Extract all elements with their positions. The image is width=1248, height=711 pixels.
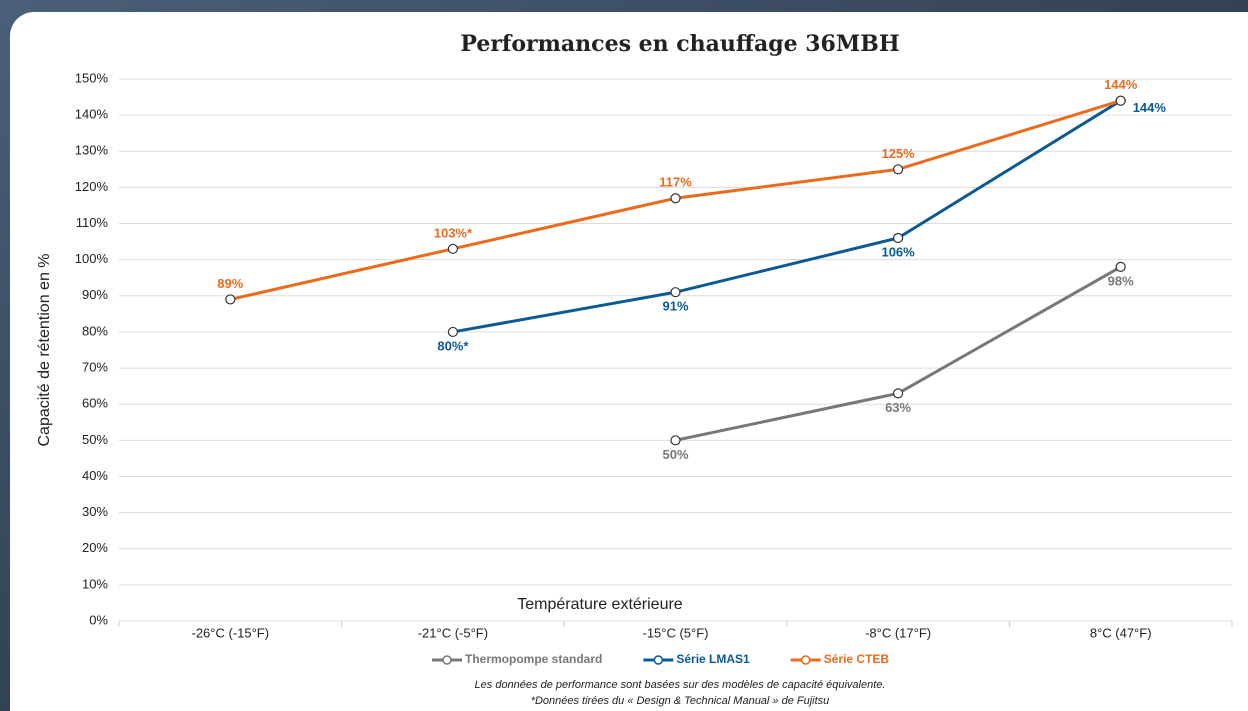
- value-label: 80%*: [437, 338, 469, 353]
- y-tick-label: 150%: [75, 70, 109, 85]
- chart-title: Performances en chauffage 36MBH: [460, 31, 899, 57]
- data-point: [671, 288, 680, 297]
- x-tick-label: -26°C (-15°F): [192, 625, 270, 640]
- y-tick-label: 130%: [75, 143, 109, 158]
- x-tick-label: 8°C (47°F): [1090, 625, 1152, 640]
- value-label: 63%: [885, 400, 911, 415]
- data-point: [226, 295, 235, 304]
- y-tick-label: 20%: [82, 540, 108, 555]
- y-tick-label: 50%: [82, 432, 108, 447]
- data-point: [1116, 262, 1125, 271]
- value-label: 144%: [1104, 77, 1138, 92]
- y-tick-label: 40%: [82, 468, 108, 483]
- x-tick-label: -15°C (5°F): [642, 625, 708, 640]
- data-point: [671, 194, 680, 203]
- value-label: 89%: [217, 276, 243, 291]
- chart: Performances en chauffage 36MBH Températ…: [0, 0, 1248, 711]
- y-tick-label: 120%: [75, 179, 109, 194]
- y-axis-title: Capacité de rétention en %: [36, 253, 53, 446]
- y-tick-label: 100%: [75, 251, 109, 266]
- legend-label: Série LMAS1: [676, 652, 750, 666]
- value-label: 98%: [1108, 273, 1134, 288]
- value-label: 117%: [659, 175, 692, 190]
- x-axis-title: Température extérieure: [517, 596, 683, 613]
- y-tick-label: 90%: [82, 287, 108, 302]
- legend-marker: [802, 656, 810, 664]
- footnote: Les données de performance sont basées s…: [475, 679, 886, 691]
- page: Performances en chauffage 36MBH Températ…: [0, 0, 1248, 711]
- legend-marker: [654, 656, 662, 664]
- y-tick-label: 10%: [82, 576, 108, 591]
- value-label: 125%: [881, 146, 915, 161]
- data-point: [894, 233, 903, 242]
- y-tick-label: 60%: [82, 396, 108, 411]
- legend-label: Série CTEB: [824, 652, 890, 666]
- data-point: [894, 389, 903, 398]
- legend-label: Thermopompe standard: [465, 652, 602, 666]
- data-point: [671, 436, 680, 445]
- legend-marker: [443, 656, 451, 664]
- y-tick-label: 110%: [76, 215, 109, 230]
- y-tick-label: 140%: [75, 107, 109, 122]
- data-point: [448, 327, 457, 336]
- y-tick-label: 0%: [89, 612, 108, 627]
- value-label: 91%: [662, 299, 688, 314]
- data-point: [1116, 96, 1125, 105]
- value-label: 50%: [662, 447, 688, 462]
- data-point: [894, 165, 903, 174]
- y-tick-label: 70%: [82, 360, 108, 375]
- value-label: 144%: [1133, 100, 1167, 115]
- data-point: [448, 244, 457, 253]
- value-label: 106%: [881, 244, 915, 259]
- y-tick-label: 30%: [82, 504, 108, 519]
- value-label: 103%*: [434, 225, 473, 240]
- x-tick-label: -21°C (-5°F): [418, 625, 488, 640]
- x-tick-label: -8°C (17°F): [865, 625, 931, 640]
- footnote: *Données tirées du « Design & Technical …: [531, 695, 830, 707]
- y-tick-label: 80%: [82, 323, 108, 338]
